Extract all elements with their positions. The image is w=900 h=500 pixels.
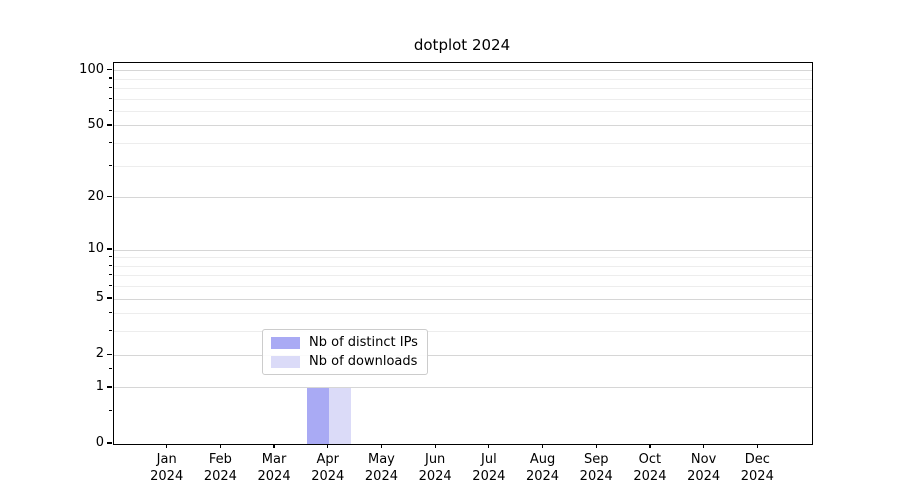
y-minor-tick — [109, 86, 112, 89]
gridline-minor — [114, 165, 812, 167]
y-tick — [107, 297, 112, 299]
x-tick-label: Jun 2024 — [418, 452, 452, 484]
y-tick — [107, 442, 112, 444]
bar-nb-of-downloads-apr — [328, 387, 351, 444]
legend-label: Nb of downloads — [309, 354, 418, 369]
x-tick — [327, 444, 329, 448]
x-tick-label: Sep 2024 — [579, 452, 613, 484]
gridline-minor — [114, 313, 812, 315]
x-tick-label: Dec 2024 — [740, 452, 774, 484]
x-tick — [703, 444, 705, 448]
gridline-minor — [114, 87, 812, 89]
legend-item: Nb of distinct IPs — [271, 335, 418, 350]
x-tick — [488, 444, 490, 448]
gridline-major — [114, 298, 812, 300]
y-tick-label: 1 — [95, 378, 104, 394]
plot-area — [113, 62, 813, 445]
y-minor-tick — [109, 97, 112, 99]
gridline-minor — [114, 275, 812, 277]
gridline-minor — [114, 286, 812, 288]
bar-nb-of-distinct-ips-apr — [306, 387, 329, 444]
gridline-minor — [114, 110, 812, 112]
x-tick-label: Aug 2024 — [525, 452, 560, 484]
x-tick — [595, 444, 597, 448]
gridline-major — [114, 249, 812, 251]
legend-item: Nb of downloads — [271, 354, 418, 369]
y-tick — [107, 353, 112, 355]
x-tick-label: Oct 2024 — [633, 452, 667, 484]
y-minor-tick — [109, 77, 112, 79]
x-tick-label: Nov 2024 — [687, 452, 721, 484]
gridline-minor — [114, 331, 812, 333]
y-minor-tick — [109, 330, 112, 332]
y-minor-tick — [109, 256, 112, 258]
y-minor-tick — [109, 141, 112, 144]
y-minor-tick — [109, 109, 112, 112]
x-tick — [273, 444, 275, 448]
y-tick-label: 2 — [95, 346, 104, 362]
x-tick-label: Feb 2024 — [203, 452, 237, 484]
gridline-major — [114, 354, 812, 356]
gridline-major — [114, 387, 812, 389]
y-tick-label: 100 — [79, 61, 104, 77]
gridline-minor — [114, 265, 812, 267]
x-tick — [166, 444, 168, 448]
gridline-major — [114, 197, 812, 199]
chart-title: dotplot 2024 — [413, 36, 511, 54]
x-tick-label: Mar 2024 — [257, 452, 291, 484]
gridline-major — [114, 70, 812, 72]
y-tick-label: 0 — [95, 435, 104, 450]
x-tick-label: Jan 2024 — [150, 452, 184, 484]
x-tick — [756, 444, 758, 448]
y-tick — [107, 124, 112, 126]
legend: Nb of distinct IPs Nb of downloads — [262, 329, 428, 375]
legend-label: Nb of distinct IPs — [309, 335, 418, 350]
x-tick-label: May 2024 — [364, 452, 398, 484]
gridline-minor — [114, 257, 812, 259]
y-tick-label: 20 — [87, 188, 104, 204]
legend-swatch-nb-of-downloads — [271, 355, 300, 368]
gridline-minor — [114, 78, 812, 80]
y-minor-tick — [109, 312, 112, 314]
legend-swatch-nb-of-distinct-ips — [271, 336, 300, 349]
gridline-major — [114, 125, 812, 127]
y-tick — [107, 248, 112, 250]
x-tick — [380, 444, 383, 448]
y-minor-tick — [109, 284, 112, 287]
y-tick-label: 10 — [87, 241, 104, 256]
gridline-minor — [114, 143, 812, 145]
x-tick — [649, 444, 651, 448]
y-tick — [107, 386, 112, 388]
y-tick-label: 5 — [95, 290, 104, 306]
x-tick — [219, 444, 221, 448]
gridline-minor — [114, 98, 812, 100]
x-tick-label: Apr 2024 — [311, 452, 345, 484]
x-tick-label: Jul 2024 — [472, 452, 506, 484]
y-tick-label: 50 — [87, 116, 104, 132]
y-minor-tick — [109, 164, 112, 166]
y-tick — [107, 196, 112, 198]
y-minor-tick — [109, 274, 112, 276]
x-tick — [541, 444, 544, 448]
y-minor-tick — [109, 368, 112, 370]
y-minor-tick — [109, 264, 112, 266]
x-tick — [434, 444, 436, 448]
y-minor-tick — [109, 409, 112, 411]
y-tick — [107, 69, 112, 71]
